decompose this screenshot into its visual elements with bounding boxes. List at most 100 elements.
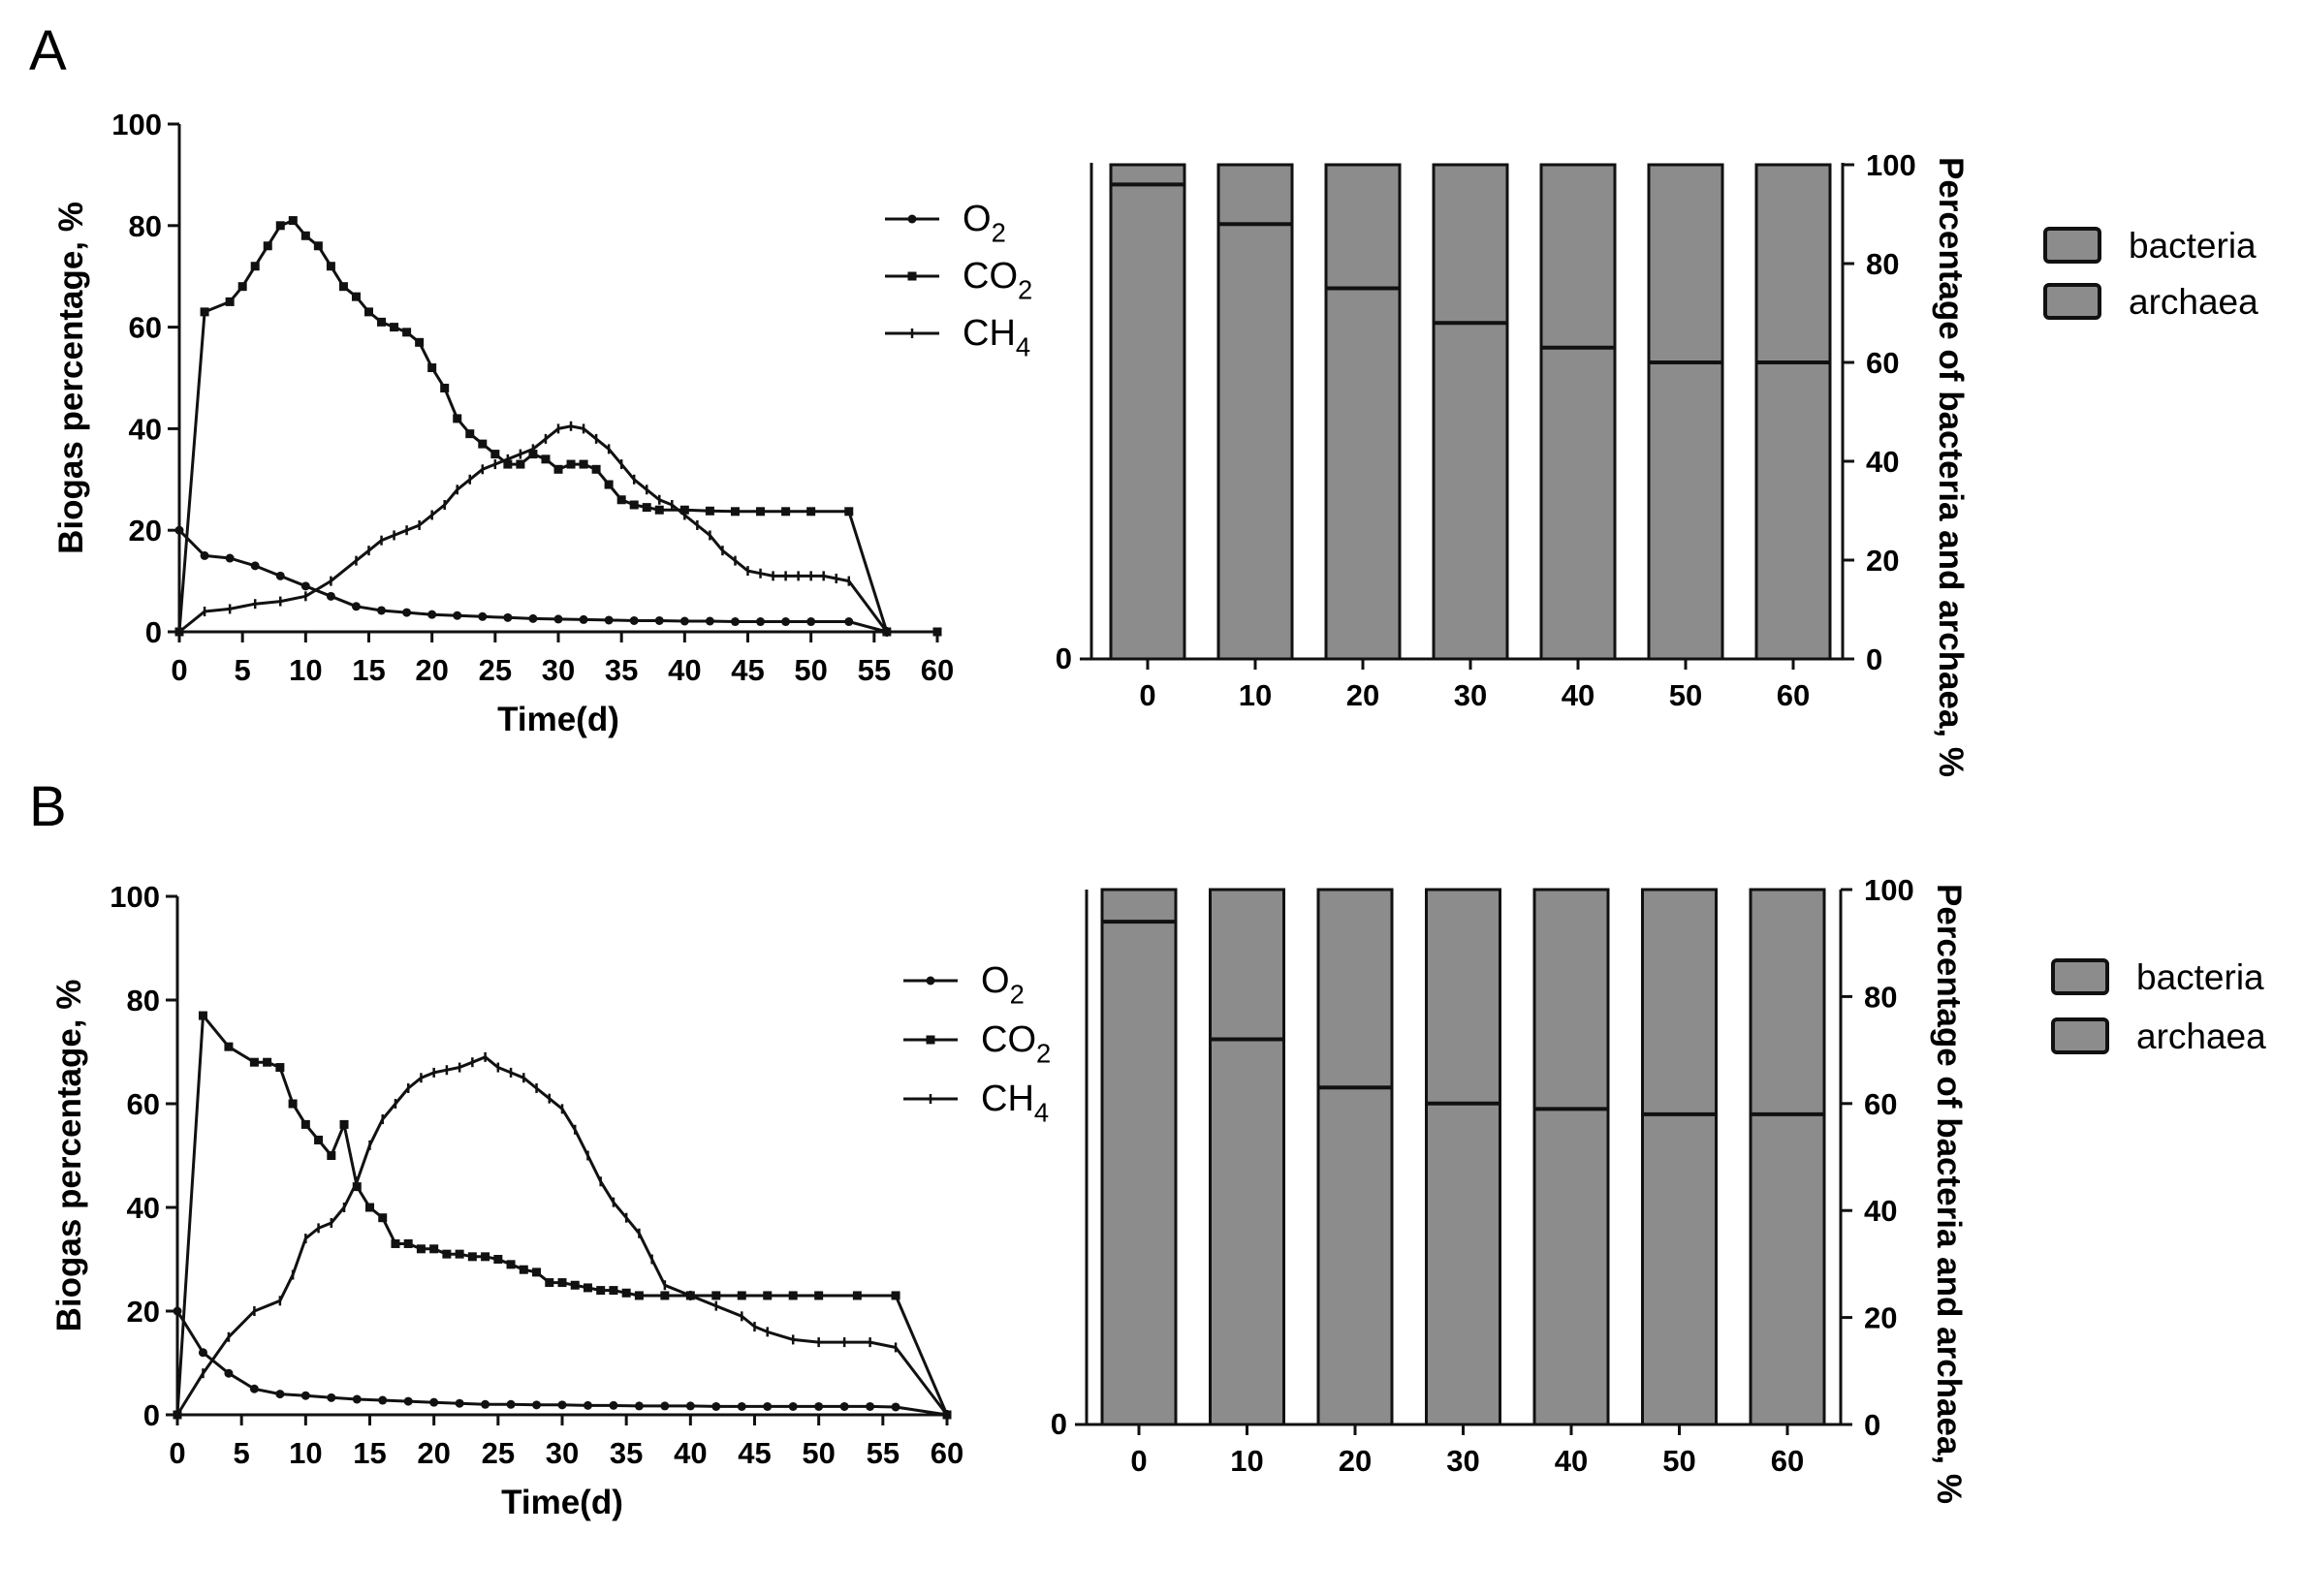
chart-b-microbe-bar: 0 0 20 40 60 80 100 0 10 20 30 40 50 60 Percentage of … xyxy=(1051,873,2266,1504)
data-point-co2 xyxy=(249,1057,259,1067)
x-tick-label: 55 xyxy=(858,653,891,687)
bar-bacteria xyxy=(1316,1085,1394,1426)
data-point-o2 xyxy=(326,591,335,601)
x-tick-label: 5 xyxy=(234,1436,250,1470)
bar-bacteria xyxy=(1432,321,1509,661)
data-point-o2 xyxy=(378,1395,388,1405)
data-point-o2 xyxy=(402,608,412,617)
y-tick-label: 100 xyxy=(1866,148,1916,182)
data-point-o2 xyxy=(730,617,740,627)
x-tick-label: 30 xyxy=(1454,678,1487,712)
data-point-o2 xyxy=(429,1397,439,1407)
legend-swatch-archaea xyxy=(2043,283,2101,320)
data-point-o2 xyxy=(224,1368,234,1378)
data-point-co2 xyxy=(429,1244,439,1254)
data-point-o2 xyxy=(737,1401,746,1411)
left-zero-label: 0 xyxy=(1051,1407,1067,1441)
data-point-o2 xyxy=(250,561,260,571)
data-point-co2 xyxy=(455,1249,464,1259)
data-point-co2 xyxy=(465,429,475,439)
x-tick-label: 60 xyxy=(921,653,954,687)
data-point-co2 xyxy=(365,1203,374,1212)
data-point-co2 xyxy=(275,1063,285,1073)
legend-label-ch4: CH4 xyxy=(981,1079,1049,1127)
data-point-co2 xyxy=(390,323,399,332)
series-line-co2 xyxy=(175,1014,949,1416)
data-point-o2 xyxy=(377,606,387,615)
legend-swatch-bacteria xyxy=(2043,227,2101,264)
data-point-co2 xyxy=(288,1099,298,1109)
data-point-co2 xyxy=(391,1238,400,1248)
data-point-co2 xyxy=(621,1288,631,1298)
data-point-co2 xyxy=(553,464,563,474)
data-point-co2 xyxy=(275,221,285,231)
data-point-co2 xyxy=(570,1280,580,1290)
series-line-o2 xyxy=(177,529,888,634)
data-point-o2 xyxy=(553,614,563,624)
x-tick-label: 45 xyxy=(731,653,764,687)
bar-bacteria xyxy=(1425,1102,1501,1426)
y-tick-label: 40 xyxy=(1866,445,1899,479)
data-point-co2 xyxy=(932,627,942,637)
legend-swatch-archaea xyxy=(2051,1017,2109,1054)
y-axis-title: Percentage of bacteria and archaea, % xyxy=(1930,884,1968,1504)
data-point-o2 xyxy=(629,615,639,625)
data-point-o2 xyxy=(685,1401,695,1411)
x-tick-label: 20 xyxy=(1346,678,1379,712)
data-point-co2 xyxy=(415,337,425,347)
data-point-o2 xyxy=(300,1391,310,1400)
y-tick-label: 100 xyxy=(1864,873,1914,907)
data-point-co2 xyxy=(781,507,791,516)
y-tick-label: 0 xyxy=(145,615,162,649)
y-tick-label: 60 xyxy=(1864,1087,1897,1121)
y-tick-label: 40 xyxy=(1864,1194,1897,1228)
x-tick-label: 30 xyxy=(1446,1444,1479,1478)
bar-archaea xyxy=(1216,163,1294,226)
data-point-o2 xyxy=(478,611,488,621)
data-point-co2 xyxy=(237,282,247,292)
data-point-o2 xyxy=(427,610,437,619)
y-tick-label: 80 xyxy=(1866,247,1899,281)
data-point-co2 xyxy=(263,241,272,251)
data-point-co2 xyxy=(481,1252,490,1262)
bar-archaea xyxy=(1532,888,1610,1111)
data-point-co2 xyxy=(263,1057,272,1067)
data-point-o2 xyxy=(300,581,310,591)
data-point-o2 xyxy=(583,1400,592,1410)
bar-archaea xyxy=(1209,888,1285,1042)
data-point-co2 xyxy=(596,1286,606,1296)
x-tick-label: 60 xyxy=(1771,1444,1804,1478)
x-tick-label: 50 xyxy=(802,1436,835,1470)
data-point-co2 xyxy=(654,505,664,515)
data-point-o2 xyxy=(506,1399,516,1409)
y-tick-label: 40 xyxy=(129,412,162,446)
bar-bacteria xyxy=(1641,1112,1718,1426)
x-tick-label: 40 xyxy=(674,1436,707,1470)
data-point-co2 xyxy=(416,1244,426,1254)
y-tick-label: 80 xyxy=(1864,980,1897,1014)
x-tick-label: 20 xyxy=(1339,1444,1372,1478)
x-tick-label: 40 xyxy=(668,653,701,687)
data-point-o2 xyxy=(705,616,714,626)
data-point-co2 xyxy=(453,414,462,423)
data-point-o2 xyxy=(756,617,766,627)
data-point-o2 xyxy=(763,1401,773,1411)
bar-bacteria xyxy=(1216,222,1294,661)
x-tick-label: 5 xyxy=(235,653,251,687)
legend-marker-o2 xyxy=(907,214,917,224)
chart-a-microbe-bar: 0 0 20 40 60 80 100 0 10 20 30 40 50 60 Percentage of … xyxy=(1056,148,2258,777)
data-point-co2 xyxy=(541,454,551,464)
data-point-o2 xyxy=(352,1394,362,1404)
data-point-o2 xyxy=(866,1401,875,1411)
data-point-co2 xyxy=(579,459,588,469)
x-tick-label: 0 xyxy=(169,1436,185,1470)
data-point-co2 xyxy=(493,1255,503,1264)
x-tick-label: 15 xyxy=(352,653,385,687)
data-point-co2 xyxy=(478,439,488,449)
data-point-o2 xyxy=(200,550,209,560)
data-point-o2 xyxy=(275,571,285,580)
data-point-o2 xyxy=(455,1398,464,1408)
bar-archaea xyxy=(1641,888,1718,1116)
data-point-co2 xyxy=(250,262,260,271)
